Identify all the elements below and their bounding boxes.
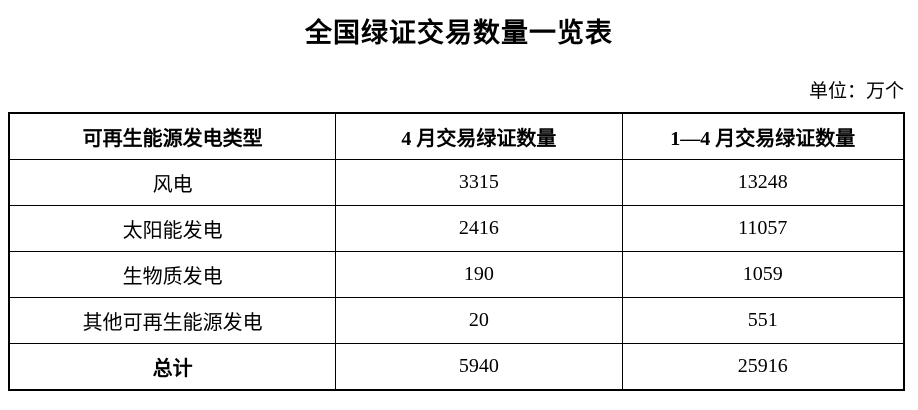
cell-energy-type: 太阳能发电 (8, 205, 337, 252)
cell-jan-apr-volume: 11057 (621, 205, 905, 252)
table-row-wind: 风电 3315 13248 (8, 159, 905, 206)
column-header-energy-type: 可再生能源发电类型 (8, 112, 337, 160)
cell-april-volume: 20 (335, 297, 623, 344)
cell-energy-type: 风电 (8, 159, 337, 206)
page-title: 全国绿证交易数量一览表 (305, 18, 613, 48)
cell-energy-type: 生物质发电 (8, 251, 337, 298)
cell-april-volume: 2416 (335, 205, 623, 252)
cell-jan-apr-volume: 551 (621, 297, 905, 344)
column-header-april-volume: 4 月交易绿证数量 (335, 112, 623, 160)
cell-april-volume: 5940 (335, 343, 623, 391)
cell-energy-type: 其他可再生能源发电 (8, 297, 337, 344)
cell-jan-apr-volume: 13248 (621, 159, 905, 206)
unit-label: 单位：万个 (808, 81, 904, 102)
green-certificate-table: 可再生能源发电类型 4 月交易绿证数量 1—4 月交易绿证数量 风电 3315 … (8, 112, 905, 391)
cell-april-volume: 190 (335, 251, 623, 298)
table-row-other-renewables: 其他可再生能源发电 20 551 (8, 297, 905, 344)
cell-april-volume: 3315 (335, 159, 623, 206)
table-row-solar: 太阳能发电 2416 11057 (8, 205, 905, 252)
cell-energy-type: 总计 (8, 343, 337, 391)
column-header-jan-apr-volume: 1—4 月交易绿证数量 (621, 112, 905, 160)
table-header-row: 可再生能源发电类型 4 月交易绿证数量 1—4 月交易绿证数量 (8, 112, 905, 160)
cell-jan-apr-volume: 1059 (621, 251, 905, 298)
cell-jan-apr-volume: 25916 (621, 343, 905, 391)
table-row-biomass: 生物质发电 190 1059 (8, 251, 905, 298)
table-row-total: 总计 5940 25916 (8, 343, 905, 391)
